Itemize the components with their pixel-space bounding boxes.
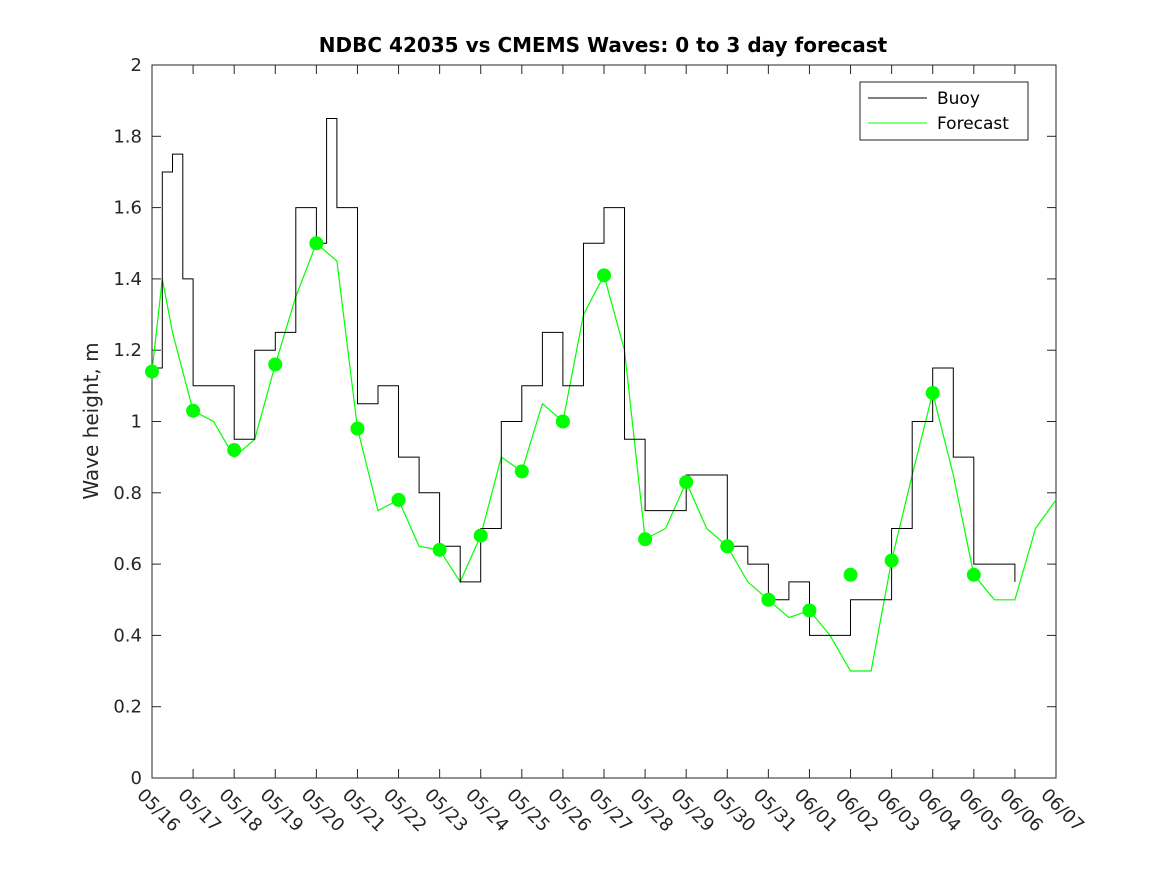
legend: Buoy Forecast [859,81,1029,141]
y-tick-label: 1.4 [113,269,142,290]
forecast-marker [186,403,201,418]
forecast-marker [884,553,899,568]
legend-label-forecast: Forecast [937,114,1009,134]
forecast-marker [802,603,817,618]
forecast-marker [638,532,653,547]
y-tick-label: 0.6 [113,554,142,575]
forecast-marker [597,268,611,283]
y-tick-label: 0.4 [113,625,142,646]
y-tick-label: 0 [131,768,142,789]
y-tick-label: 1 [131,412,142,433]
forecast-marker [720,539,735,554]
forecast-marker [350,421,365,436]
buoy-line [152,118,1016,636]
forecast-marker [145,364,159,379]
forecast-marker [432,542,447,557]
chart-title: NDBC 42035 vs CMEMS Waves: 0 to 3 day fo… [319,33,888,57]
forecast-marker [966,567,981,582]
forecast-marker [679,475,694,490]
y-tick-label: 0.8 [113,483,142,504]
buoy-series [152,118,1016,636]
forecast-marker [473,528,488,543]
y-tick-label: 1.2 [113,340,142,361]
forecast-series [151,242,1057,672]
legend-label-buoy: Buoy [937,89,980,109]
y-ticks: 0 0.2 0.4 0.6 0.8 1 1.2 1.4 1.6 1.8 2 [113,55,1056,789]
forecast-marker [761,592,776,607]
plot-area [151,64,1057,779]
y-axis-label: Wave height, m [79,342,103,499]
forecast-line [151,242,1057,672]
y-tick-label: 1.8 [113,126,142,147]
forecast-marker [227,443,242,458]
forecast-marker [514,464,529,479]
forecast-marker [925,385,940,400]
forecast-markers [145,236,981,618]
y-tick-label: 2 [131,55,142,76]
y-tick-label: 1.6 [113,198,142,219]
y-tick-label: 0.2 [113,697,142,718]
forecast-marker [268,357,283,372]
forecast-marker [309,236,324,251]
forecast-marker [843,567,858,582]
forecast-marker [391,492,406,507]
forecast-marker [555,414,570,429]
legend-box [859,81,1029,141]
